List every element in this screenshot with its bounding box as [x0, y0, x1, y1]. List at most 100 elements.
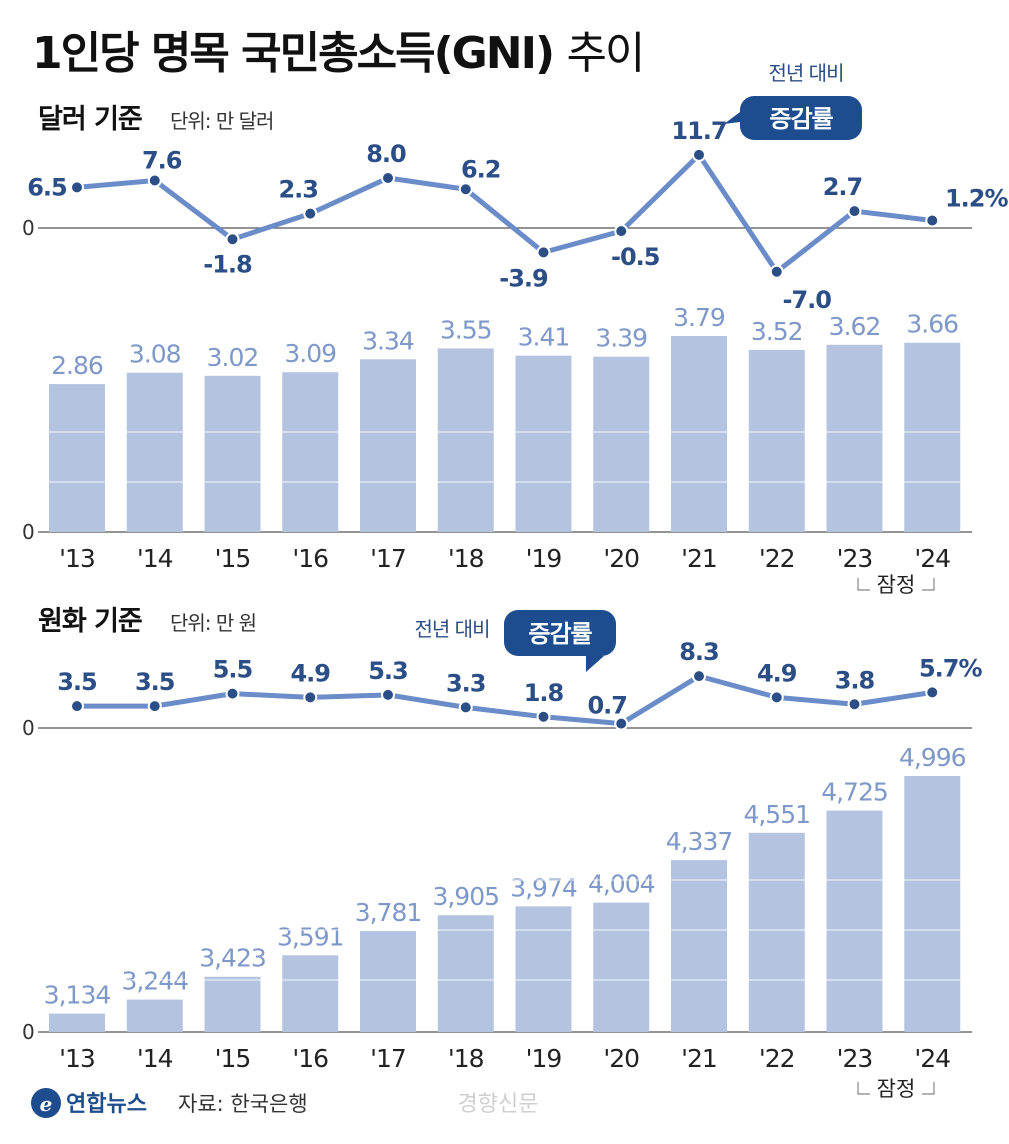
krw-badge-text: 증감률	[528, 620, 592, 648]
usd-bar	[360, 359, 416, 532]
krw-bar	[515, 906, 572, 1032]
usd-bar-label: 3.66	[906, 310, 958, 339]
krw-bar-label: 4,725	[821, 778, 888, 807]
usd-bar	[49, 384, 105, 532]
usd-bar	[593, 356, 650, 532]
usd-x-tick: '15	[215, 544, 251, 573]
krw-x-tick: '17	[370, 1044, 406, 1073]
usd-x-tick: '21	[681, 544, 717, 573]
yonhap-logo: e	[31, 1088, 61, 1118]
krw-growth-point	[303, 690, 318, 705]
usd-badge-text: 증감률	[769, 105, 833, 133]
krw-growth-point	[381, 687, 395, 702]
krw-growth-point	[458, 700, 473, 715]
krw-growth-label: 5.3	[368, 657, 408, 685]
krw-growth-label: 1.8	[524, 679, 564, 707]
usd-provisional-bracket	[857, 578, 935, 591]
krw-yoy-note: 전년 대비	[415, 617, 490, 641]
usd-growth-point	[303, 206, 318, 221]
krw-bar	[360, 931, 416, 1032]
usd-bar-label: 3.02	[207, 343, 259, 372]
usd-growth-point	[847, 204, 862, 219]
krw-bar	[671, 860, 727, 1032]
usd-growth-line	[76, 152, 933, 275]
krw-bar-chart: 0 3,134 '13 3,244 '14 3,423 '15 3,591 '16 3,781 '1…	[22, 743, 972, 1073]
usd-growth-label: 2.7	[823, 173, 863, 201]
usd-bar	[282, 372, 339, 532]
krw-growth-label: 5.5	[213, 656, 253, 684]
krw-growth-point	[614, 716, 629, 731]
usd-yoy-note: 전년 대비	[769, 61, 844, 85]
krw-growth-label: 8.3	[679, 638, 719, 666]
source-text: 자료: 한국은행	[178, 1092, 308, 1116]
krw-x-tick: '15	[215, 1044, 251, 1073]
usd-bar	[671, 336, 727, 532]
krw-bar	[904, 776, 961, 1032]
usd-growth-label: 2.3	[278, 176, 318, 204]
usd-bar	[904, 342, 961, 532]
usd-growth-point	[70, 180, 84, 195]
usd-line-zero-label: 0	[22, 216, 35, 240]
krw-growth-label: 3.8	[835, 666, 875, 694]
watermark: 경향신문	[458, 1092, 539, 1117]
krw-x-tick: '24	[914, 1044, 950, 1073]
krw-line-zero-label: 0	[22, 716, 35, 740]
krw-bar	[49, 1013, 105, 1032]
krw-bar	[593, 902, 650, 1032]
krw-growth-label: 0.7	[587, 692, 627, 720]
usd-bar	[826, 344, 883, 532]
usd-section-title: 달러 기준	[38, 104, 142, 135]
krw-bar	[204, 976, 261, 1032]
krw-x-tick: '19	[526, 1044, 562, 1073]
usd-x-tick: '24	[914, 544, 950, 573]
usd-growth-line-chart: 0 6.5 7.6 -1.8 2.3 8.0 6.2 -3.9 -0.5 11.7 -7.0 2.7 1…	[22, 117, 1009, 314]
krw-provisional-bracket	[857, 1082, 935, 1095]
usd-growth-point	[614, 224, 629, 239]
usd-bar	[748, 349, 805, 532]
main-title: 1인당 명목 국민총소득(GNI) 추이	[32, 28, 643, 79]
brand-name: 연합뉴스	[66, 1091, 147, 1117]
usd-growth-point	[147, 173, 162, 188]
usd-provisional-label: 잠정	[877, 573, 916, 597]
usd-growth-point	[458, 182, 473, 197]
usd-bar-label: 3.55	[440, 315, 492, 344]
krw-growth-point	[769, 690, 784, 705]
krw-bar-label: 3,244	[121, 967, 188, 996]
usd-bar-label: 3.34	[362, 326, 414, 355]
krw-growth-label: 3.3	[446, 669, 486, 697]
usd-growth-point	[536, 245, 551, 260]
krw-growth-label: 3.5	[135, 668, 175, 696]
usd-growth-label: 6.2	[461, 155, 501, 183]
usd-bar-chart: 0 2.86 '13 3.08 '14 3.02 '15 3.09 '16 3.34 '17 3.55…	[22, 303, 972, 573]
krw-unit: 단위: 만 원	[170, 611, 256, 635]
krw-x-tick: '21	[681, 1044, 717, 1073]
krw-growth-badge: 증감률	[504, 610, 616, 672]
krw-x-tick: '14	[137, 1044, 173, 1073]
krw-bar-label: 3,423	[199, 944, 266, 973]
krw-x-tick: '23	[837, 1044, 873, 1073]
usd-bar-zero-label: 0	[22, 520, 35, 544]
usd-x-tick: '17	[370, 544, 406, 573]
usd-growth-point	[769, 264, 784, 279]
usd-bar-label: 3.08	[129, 340, 181, 369]
krw-growth-point	[147, 699, 162, 714]
usd-growth-label: -0.5	[611, 243, 660, 271]
krw-bar	[826, 810, 883, 1032]
krw-bar-label: 4,996	[899, 743, 966, 772]
krw-growth-line	[77, 673, 933, 727]
usd-bar-label: 3.09	[284, 339, 336, 368]
usd-growth-label: 8.0	[366, 140, 406, 168]
usd-growth-label: -1.8	[203, 250, 252, 278]
krw-growth-point	[225, 686, 240, 701]
krw-bar-label: 3,781	[355, 898, 422, 927]
usd-bar	[515, 355, 572, 532]
usd-bar	[204, 375, 261, 532]
krw-bar-label: 3,974	[510, 873, 577, 902]
usd-growth-point	[381, 171, 395, 185]
krw-bar-label: 4,004	[588, 870, 655, 899]
krw-growth-point	[925, 685, 940, 700]
krw-bar-label: 3,905	[432, 882, 499, 911]
usd-growth-point	[692, 147, 706, 162]
krw-bar	[748, 832, 805, 1032]
